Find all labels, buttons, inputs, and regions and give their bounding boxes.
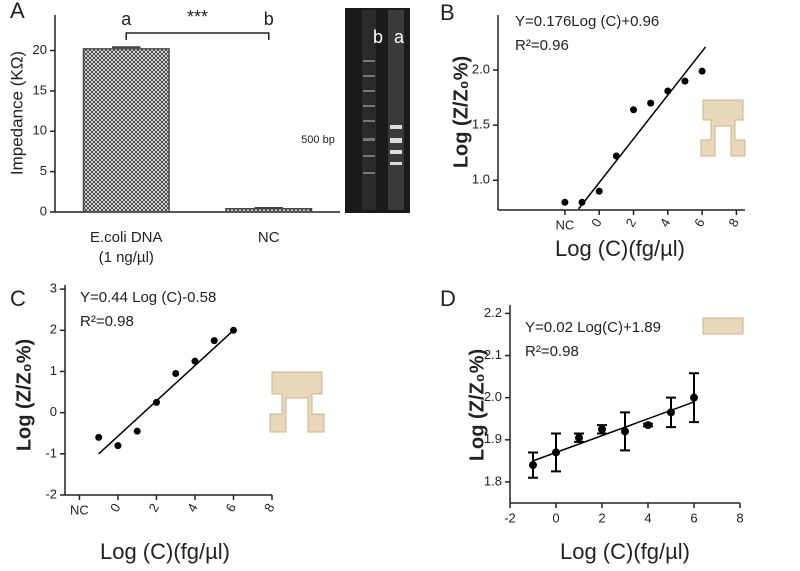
y-tick-label: 2.0 (472, 62, 490, 77)
data-point (210, 337, 218, 345)
y-tick-label: 3 (50, 281, 57, 296)
data-point (667, 408, 675, 417)
y-tick-label: -1 (45, 445, 57, 460)
data-point (172, 370, 180, 378)
r-squared: R²=0.98 (525, 343, 579, 360)
annotation: b (264, 9, 274, 29)
y-tick-label: 2 (50, 322, 57, 337)
y-tick-label: 20 (33, 42, 47, 57)
panel-label: C (10, 286, 26, 311)
data-point (630, 106, 638, 114)
panel-label: A (10, 0, 25, 23)
data-point (552, 448, 560, 457)
x-tick-label: 0 (552, 510, 559, 525)
x-tick-label: 6 (222, 501, 239, 515)
chip-image (269, 99, 746, 433)
x-tick-label: 6 (691, 216, 708, 230)
y-axis-label: Log (Z/Z₀%) (450, 56, 472, 168)
x-tick-label: 6 (690, 510, 697, 525)
x-tick-label: 8 (261, 501, 278, 515)
y-axis-label: Log (Z/Z₀%) (466, 349, 488, 461)
x-axis-label: Log (C)(fg/µl) (560, 539, 690, 564)
annotation: a (121, 9, 132, 29)
data-point (681, 77, 689, 85)
data-point (664, 87, 672, 95)
x-tick-label: (1 ng/µl) (99, 249, 154, 266)
x-tick-label: NC (556, 217, 575, 232)
y-axis-label: Log (Z/Z₀%) (13, 339, 35, 451)
y-tick-label: 2.1 (484, 347, 502, 362)
data-point (578, 198, 586, 206)
data-point (95, 433, 103, 441)
x-tick-label: E.coli DNA (90, 229, 163, 246)
equation: Y=0.44 Log (C)-0.58 (80, 289, 216, 306)
significance-bracket (125, 32, 270, 40)
y-tick-label: 1.9 (484, 431, 502, 446)
y-tick-label: 1.5 (472, 117, 490, 132)
data-point (647, 99, 655, 107)
x-tick-label: 8 (736, 510, 743, 525)
data-point (612, 152, 620, 160)
data-point (595, 187, 603, 195)
x-tick-label: 4 (644, 510, 651, 525)
gel-image (345, 8, 410, 213)
x-tick-label: 4 (657, 216, 674, 230)
gel-label: b (373, 27, 383, 47)
x-axis-label: Log (C)(fg/µl) (100, 539, 230, 564)
data-point (621, 427, 629, 436)
x-tick-label: 2 (622, 216, 639, 230)
y-tick-label: 0 (40, 203, 47, 218)
data-point (133, 427, 141, 435)
data-point (229, 326, 237, 334)
fit-line (98, 329, 234, 455)
x-tick-label: NC (70, 502, 89, 517)
x-tick-label: 4 (184, 501, 201, 515)
equation: Y=0.176Log (C)+0.96 (515, 13, 659, 30)
y-tick-label: -2 (45, 486, 57, 501)
bar (225, 208, 313, 213)
data-point (114, 442, 122, 450)
data-point (690, 393, 698, 402)
panel-label: D (440, 286, 456, 311)
x-tick-label: 2 (598, 510, 605, 525)
y-tick-label: 5 (40, 163, 47, 178)
y-tick-label: 1.8 (484, 473, 502, 488)
data-point (561, 198, 569, 206)
annotation: *** (187, 7, 208, 27)
y-tick-label: 1.0 (472, 172, 490, 187)
x-tick-label: NC (258, 229, 280, 246)
x-tick-label: 2 (145, 501, 162, 515)
data-point (698, 67, 706, 75)
data-point (575, 433, 583, 442)
r-squared: R²=0.98 (80, 313, 134, 330)
data-point (191, 357, 199, 365)
y-tick-label: 2.2 (484, 305, 502, 320)
x-axis-label: Log (C)(fg/µl) (555, 236, 685, 261)
annotation: 500 bp (301, 134, 335, 146)
x-tick-label: 8 (725, 216, 742, 230)
bar (82, 48, 170, 213)
y-tick-label: 0 (50, 404, 57, 419)
data-point (598, 425, 606, 434)
x-tick-label: -2 (504, 510, 516, 525)
x-tick-label: 0 (107, 501, 124, 515)
y-tick-label: 15 (33, 82, 47, 97)
data-point (529, 461, 537, 470)
x-tick-label: 0 (588, 216, 605, 230)
fit-line (578, 46, 707, 210)
data-point (644, 421, 652, 430)
equation: Y=0.02 Log(C)+1.89 (525, 319, 661, 336)
r-squared: R²=0.96 (515, 37, 569, 54)
y-tick-label: 10 (33, 123, 47, 138)
y-tick-label: 1 (50, 363, 57, 378)
panel-label: B (440, 0, 455, 25)
y-tick-label: 2.0 (484, 389, 502, 404)
gel-label: a (394, 27, 405, 47)
data-point (152, 398, 160, 406)
y-axis-label: Impedance (KΩ) (7, 51, 26, 175)
